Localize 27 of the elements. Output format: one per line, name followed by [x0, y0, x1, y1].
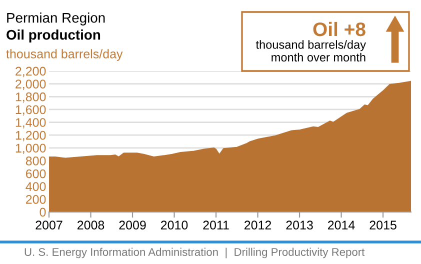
y-tick-label: 1,200 [16, 130, 46, 142]
y-tick-label: 0 [40, 208, 46, 217]
text: thousand barrels/day month over month [256, 40, 366, 62]
text: U. S. Energy Information Administration | Drilling Productivity Report [24, 248, 365, 258]
x-tick-label: 2009 [119, 220, 146, 230]
chart-title: Permian Region [7, 12, 105, 26]
x-tick-label: 2015 [370, 220, 396, 230]
y-tick-label: 2,200 [16, 66, 46, 78]
y-axis-title: thousand barrels/day [6, 49, 123, 61]
x-tick-label: 2013 [286, 220, 313, 230]
y-tick-label: 1,600 [16, 105, 46, 116]
x-tick-label: 2010 [160, 220, 188, 230]
chart-subtitle: Oil production [6, 30, 100, 42]
x-tick-label: 2014 [328, 220, 355, 230]
y-tick-label: 200 [26, 194, 46, 204]
y-tick-label: 400 [26, 182, 46, 192]
y-tick-label: 800 [26, 156, 46, 166]
x-tick-label: 2007 [36, 220, 62, 230]
y-tick-label: 600 [26, 169, 46, 178]
y-tick-label: 1,400 [16, 118, 46, 128]
text: Oil +8 [313, 22, 366, 36]
y-tick-label: 1,800 [16, 92, 46, 103]
x-tick-label: 2012 [244, 220, 272, 230]
y-tick-label: 1,000 [16, 144, 46, 154]
y-tick-label: 2,000 [16, 80, 46, 90]
x-tick-label: 2008 [77, 220, 104, 230]
x-tick-label: 2011 [203, 220, 229, 230]
